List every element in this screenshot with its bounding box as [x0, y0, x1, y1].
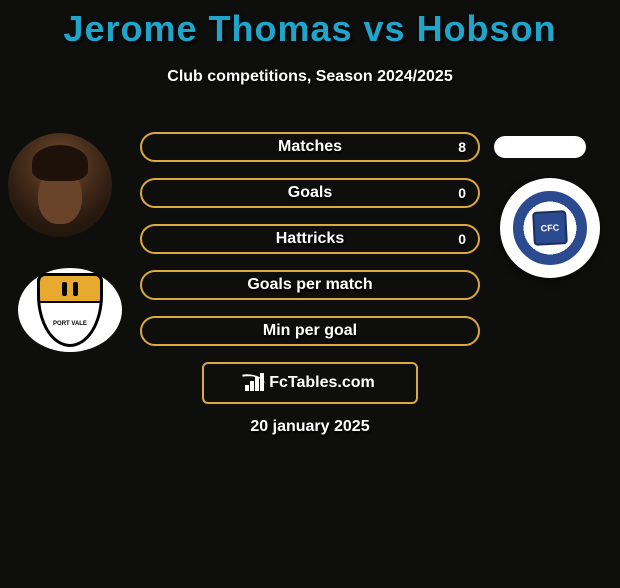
left-club-label: PORT VALE [40, 303, 100, 344]
stat-value: 0 [458, 185, 466, 201]
stat-value: 0 [458, 231, 466, 247]
chart-icon [245, 375, 265, 391]
branding-text: FcTables.com [269, 374, 375, 392]
right-club-badge: CFC [500, 178, 600, 278]
stats-panel: Matches 8 Goals 0 Hattricks 0 Goals per … [140, 132, 480, 362]
stat-value: 8 [458, 139, 466, 155]
date-text: 20 january 2025 [0, 418, 620, 436]
stat-row-min-per-goal: Min per goal [140, 316, 480, 346]
stat-label: Matches [278, 138, 342, 156]
stat-row-goals-per-match: Goals per match [140, 270, 480, 300]
stat-label: Goals per match [247, 276, 372, 294]
right-club-label: CFC [532, 210, 568, 246]
stat-row-goals: Goals 0 [140, 178, 480, 208]
right-player-avatar [494, 136, 586, 158]
stat-row-hattricks: Hattricks 0 [140, 224, 480, 254]
branding-box: FcTables.com [202, 362, 418, 404]
stat-label: Hattricks [276, 230, 344, 248]
page-title: Jerome Thomas vs Hobson [0, 8, 620, 50]
stat-label: Goals [288, 184, 332, 202]
stat-row-matches: Matches 8 [140, 132, 480, 162]
left-player-avatar [8, 133, 112, 237]
subtitle: Club competitions, Season 2024/2025 [0, 68, 620, 86]
stat-label: Min per goal [263, 322, 357, 340]
left-club-badge: PORT VALE [18, 268, 122, 352]
